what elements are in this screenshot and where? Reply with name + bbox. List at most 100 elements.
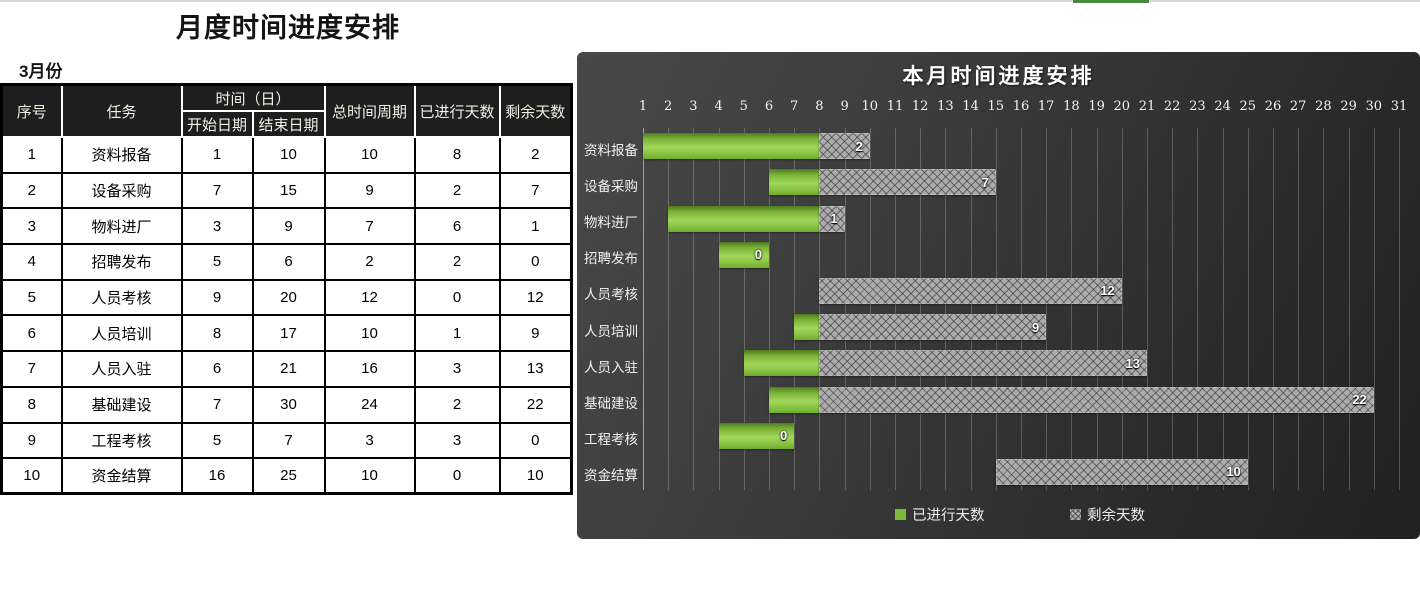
header-total-period[interactable]: 总时间周期 — [323, 83, 416, 138]
cell-task[interactable]: 招聘发布 — [60, 243, 183, 281]
axis-tick-label: 5 — [739, 99, 748, 114]
month-label[interactable]: 3月份 — [19, 62, 63, 81]
cell-remaining[interactable]: 1 — [498, 207, 573, 246]
cell-total[interactable]: 10 — [323, 457, 416, 495]
cell-start[interactable]: 7 — [180, 171, 254, 210]
cell-task[interactable]: 人员培训 — [60, 314, 183, 353]
cell-seq[interactable]: 5 — [0, 278, 63, 317]
chart-category-label: 资金结算 — [584, 468, 638, 484]
table-row: 3 物料进厂 3 9 7 6 1 — [0, 207, 573, 246]
cell-remaining[interactable]: 0 — [498, 421, 573, 460]
header-time-group[interactable]: 时间（日） — [180, 83, 326, 112]
cell-start[interactable]: 8 — [180, 314, 254, 353]
cell-elapsed[interactable]: 1 — [413, 314, 501, 353]
cell-seq[interactable]: 8 — [0, 385, 63, 424]
cell-seq[interactable]: 4 — [0, 243, 63, 281]
cell-elapsed[interactable]: 3 — [413, 421, 501, 460]
header-task[interactable]: 任务 — [60, 83, 183, 138]
cell-total[interactable]: 10 — [323, 136, 416, 174]
gridline — [819, 128, 821, 490]
cell-remaining[interactable]: 12 — [498, 278, 573, 317]
cell-end[interactable]: 25 — [251, 457, 326, 495]
cell-end[interactable]: 17 — [251, 314, 326, 353]
cell-total[interactable]: 24 — [323, 385, 416, 424]
cell-end[interactable]: 9 — [251, 207, 326, 246]
header-remaining-days[interactable]: 剩余天数 — [498, 83, 573, 138]
header-seq[interactable]: 序号 — [0, 83, 63, 138]
cell-remaining[interactable]: 0 — [498, 243, 573, 281]
gridline — [1046, 128, 1048, 490]
cell-elapsed[interactable]: 6 — [413, 207, 501, 246]
cell-seq[interactable]: 2 — [0, 171, 63, 210]
cell-start[interactable]: 6 — [180, 350, 254, 388]
cell-elapsed[interactable]: 2 — [413, 385, 501, 424]
schedule-table: 序号 任务 时间（日） 总时间周期 已进行天数 剩余天数 开始日期 结束日期 1… — [0, 83, 574, 496]
chart-category-label: 人员考核 — [584, 287, 638, 303]
gridline — [1071, 128, 1073, 490]
cell-start[interactable]: 16 — [180, 457, 254, 495]
cell-seq[interactable]: 9 — [0, 421, 63, 460]
cell-seq[interactable]: 6 — [0, 314, 63, 353]
cell-seq[interactable]: 3 — [0, 207, 63, 246]
cell-total[interactable]: 2 — [323, 243, 416, 281]
cell-elapsed[interactable]: 2 — [413, 171, 501, 210]
cell-start[interactable]: 3 — [180, 207, 254, 246]
table-row: 6 人员培训 8 17 10 1 9 — [0, 314, 573, 353]
cell-end[interactable]: 7 — [251, 421, 326, 460]
gridline — [1222, 128, 1224, 490]
cell-remaining[interactable]: 22 — [498, 385, 573, 424]
cell-start[interactable]: 9 — [180, 278, 254, 317]
legend-item-remaining[interactable]: 剩余天数 — [1070, 504, 1145, 525]
cell-total[interactable]: 9 — [323, 171, 416, 210]
cell-seq[interactable]: 7 — [0, 350, 63, 388]
cell-elapsed[interactable]: 0 — [413, 457, 501, 495]
cell-remaining[interactable]: 9 — [498, 314, 573, 353]
axis-tick-label: 31 — [1390, 99, 1408, 114]
legend-item-elapsed[interactable]: 已进行天数 — [895, 504, 985, 525]
cell-start[interactable]: 5 — [180, 243, 254, 281]
cell-task[interactable]: 资料报备 — [60, 136, 183, 174]
cell-end[interactable]: 10 — [251, 136, 326, 174]
cell-end[interactable]: 21 — [251, 350, 326, 388]
cell-remaining[interactable]: 10 — [498, 457, 573, 495]
gantt-chart[interactable]: 本月时间进度安排 1 2 3 4 5 6 7 8 9 10 11 12 13 14 15 16 17 18 19 20… — [577, 52, 1420, 539]
cell-seq[interactable]: 1 — [0, 136, 63, 174]
page-title[interactable]: 月度时间进度安排 — [176, 13, 400, 43]
cell-task[interactable]: 资金结算 — [60, 457, 183, 495]
cell-start[interactable]: 7 — [180, 385, 254, 424]
cell-end[interactable]: 6 — [251, 243, 326, 281]
cell-seq[interactable]: 10 — [0, 457, 63, 495]
cell-start[interactable]: 1 — [180, 136, 254, 174]
cell-end[interactable]: 30 — [251, 385, 326, 424]
cell-task[interactable]: 人员考核 — [60, 278, 183, 317]
cell-elapsed[interactable]: 2 — [413, 243, 501, 281]
bar-data-label: 12 — [1100, 283, 1115, 299]
cell-remaining[interactable]: 13 — [498, 350, 573, 388]
axis-tick-label: 20 — [1113, 99, 1131, 114]
cell-total[interactable]: 16 — [323, 350, 416, 388]
cell-total[interactable]: 10 — [323, 314, 416, 353]
cell-remaining[interactable]: 7 — [498, 171, 573, 210]
cell-total[interactable]: 7 — [323, 207, 416, 246]
legend-swatch-remaining-icon — [1070, 509, 1081, 520]
cell-elapsed[interactable]: 0 — [413, 278, 501, 317]
cell-remaining[interactable]: 2 — [498, 136, 573, 174]
cell-elapsed[interactable]: 8 — [413, 136, 501, 174]
cell-end[interactable]: 15 — [251, 171, 326, 210]
legend-swatch-elapsed-icon — [895, 509, 906, 520]
cell-task[interactable]: 设备采购 — [60, 171, 183, 210]
cell-task[interactable]: 基础建设 — [60, 385, 183, 424]
bar-data-label: 7 — [981, 174, 989, 190]
cell-task[interactable]: 物料进厂 — [60, 207, 183, 246]
cell-task[interactable]: 人员入驻 — [60, 350, 183, 388]
cell-start[interactable]: 5 — [180, 421, 254, 460]
header-elapsed-days[interactable]: 已进行天数 — [413, 83, 501, 138]
cell-total[interactable]: 3 — [323, 421, 416, 460]
header-start-date[interactable]: 开始日期 — [180, 110, 254, 138]
cell-task[interactable]: 工程考核 — [60, 421, 183, 460]
header-end-date[interactable]: 结束日期 — [251, 110, 326, 138]
cell-elapsed[interactable]: 3 — [413, 350, 501, 388]
gridline — [693, 128, 695, 490]
cell-end[interactable]: 20 — [251, 278, 326, 317]
cell-total[interactable]: 12 — [323, 278, 416, 317]
